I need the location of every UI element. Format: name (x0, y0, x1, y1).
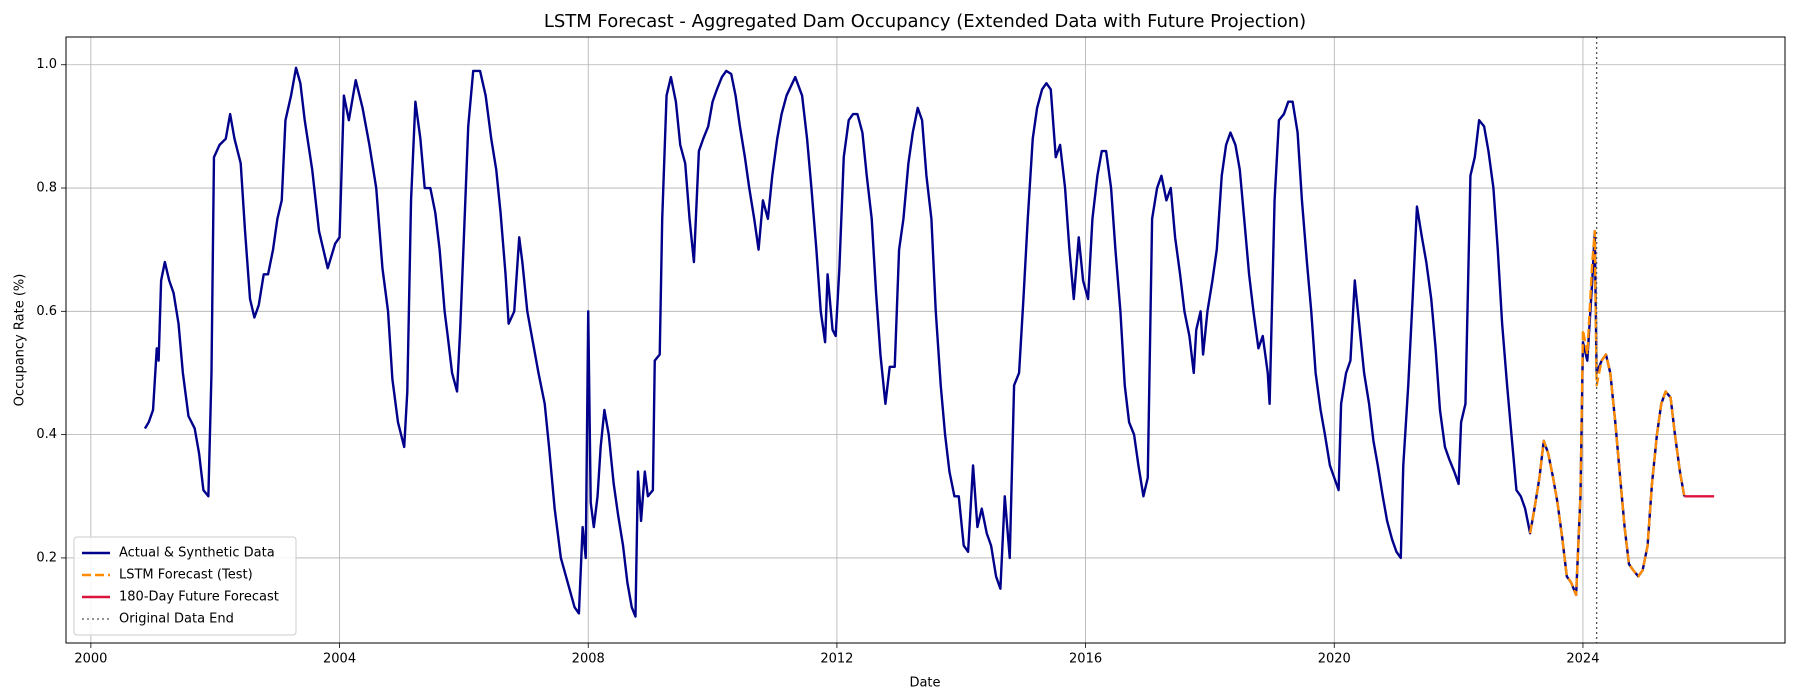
legend-box (73, 536, 297, 636)
chart-title: LSTM Forecast - Aggregated Dam Occupancy… (544, 11, 1306, 32)
x-tick-label: 2004 (323, 652, 356, 667)
y-tick-label: 1.0 (36, 57, 57, 72)
y-tick-label: 0.4 (36, 427, 57, 442)
x-tick-label: 2016 (1069, 652, 1102, 667)
legend-label: LSTM Forecast (Test) (119, 568, 253, 583)
legend-label: Original Data End (119, 612, 234, 627)
x-tick-label: 2020 (1318, 652, 1351, 667)
x-axis-label: Date (909, 676, 940, 691)
legend: Actual & Synthetic Data LSTM Forecast (Te… (73, 536, 297, 636)
plot-frame (65, 36, 1786, 644)
x-tick-label: 2012 (820, 652, 853, 667)
x-tick-label: 2008 (572, 652, 605, 667)
y-tick-label: 0.6 (36, 304, 57, 319)
x-tick-label: 2024 (1566, 652, 1599, 667)
y-axis-label: Occupancy Rate (%) (13, 274, 28, 407)
y-tick-label: 0.2 (36, 550, 57, 565)
y-tick-label: 0.8 (36, 181, 57, 196)
legend-label: 180-Day Future Forecast (119, 590, 279, 605)
x-tick-label: 2000 (74, 652, 107, 667)
legend-label: Actual & Synthetic Data (119, 546, 275, 561)
data-line (1528, 229, 1686, 597)
data-line (143, 66, 1686, 618)
